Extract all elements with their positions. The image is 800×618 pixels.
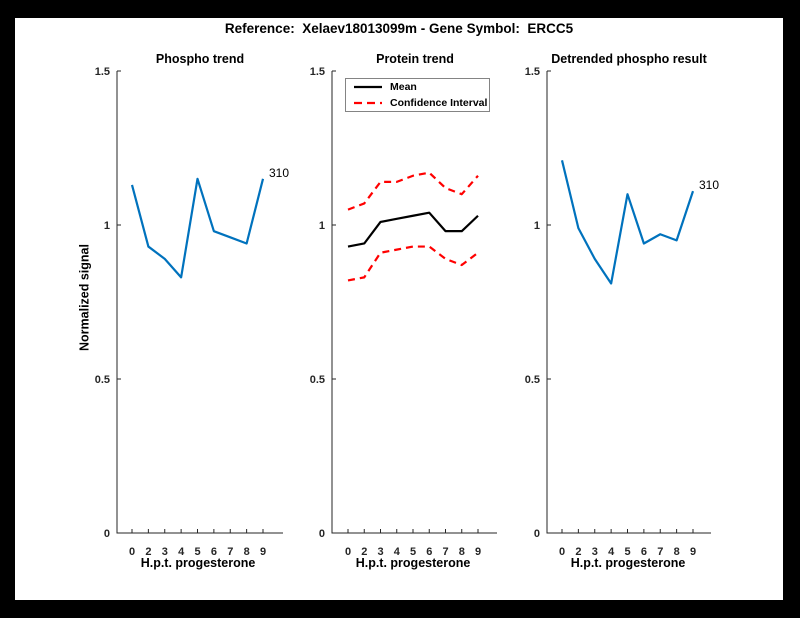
legend-mean-label: Mean [390,81,417,93]
x-axis-label-3: H.p.t. progesterone [570,556,686,570]
x-tick-label: 3 [162,546,168,558]
subplot-1: 00.511.50 2 3 4 5 6 7 8 9 [95,66,283,558]
y-tick-label: 0.5 [95,374,110,386]
x-axis-label-2: H.p.t. progesterone [355,556,471,570]
legend-ci-line-sample [354,101,382,105]
legend-ci-label: Confidence Interval [390,97,488,109]
y-tick-label: 0 [104,528,110,540]
x-tick-label: 8 [674,546,680,558]
x-tick-label: 4 [178,546,185,558]
figure-title: Reference: Xelaev18013099m - Gene Symbol… [224,21,574,36]
legend-entry-mean: Mean [353,80,489,94]
series-end-label-310: 310 [269,165,290,180]
series-line-confidence-interval-upper [347,171,479,211]
legend-entry-confidence-interval: Confidence Interval [353,96,489,110]
series-end-label-310: 310 [699,178,720,193]
x-tick-label: 6 [211,546,217,558]
subplot-title-phospho-trend: Phospho trend [155,52,245,66]
subplot-3: 00.511.50 2 3 4 5 6 7 8 9 [525,66,711,558]
y-axis-label: Normalized signal [77,244,92,351]
y-tick-label: 1.5 [310,66,325,78]
axis-line [546,71,711,534]
x-axis-label-1: H.p.t. progesterone [140,556,256,570]
x-tick-label: 3 [592,546,598,558]
x-tick-label: 0 [345,546,351,558]
axis-line [116,71,283,534]
subplot-title-protein-trend: Protein trend [376,52,454,66]
y-tick-label: 1 [104,220,110,232]
x-tick-label: 4 [608,546,615,558]
plots-svg: 00.511.50 2 3 4 5 6 7 8 900.511.50 2 3 4 5 6 7 8 900.511… [95,66,711,558]
x-tick-label: 5 [624,546,630,558]
x-tick-label: 2 [145,546,151,558]
x-tick-label: 7 [657,546,663,558]
x-tick-label: 0 [559,546,565,558]
y-tick-label: 0.5 [525,374,540,386]
x-tick-label: 6 [426,546,432,558]
x-tick-label: 4 [394,546,401,558]
series-line-310 [130,177,265,279]
x-tick-label: 9 [690,546,696,558]
y-tick-label: 1 [534,220,540,232]
x-tick-label: 7 [227,546,233,558]
x-tick-label: 8 [459,546,465,558]
y-tick-label: 0 [319,528,325,540]
x-tick-label: 8 [244,546,250,558]
x-tick-label: 2 [575,546,581,558]
x-tick-label: 6 [641,546,647,558]
series-line-310 [560,160,695,285]
figure-area: Reference: Xelaev18013099m - Gene Symbol… [15,18,783,600]
series-line-confidence-interval-lower [347,245,479,282]
x-tick-label: 2 [361,546,367,558]
x-tick-label: 3 [377,546,383,558]
x-tick-label: 7 [442,546,448,558]
y-tick-label: 0 [534,528,540,540]
x-tick-label: 9 [260,546,266,558]
y-tick-label: 0.5 [310,374,325,386]
x-tick-label: 5 [194,546,200,558]
y-tick-label: 1.5 [95,66,110,78]
x-tick-label: 9 [475,546,481,558]
y-tick-label: 1 [319,220,325,232]
x-tick-label: 5 [410,546,416,558]
legend-mean-line-sample [354,85,382,89]
x-tick-label: 0 [129,546,135,558]
subplot-title-detrended-phospho-result: Detrended phospho result [551,52,707,66]
axis-line [331,71,497,534]
y-tick-label: 1.5 [525,66,540,78]
series-line-mean [347,211,479,248]
subplot-2: 00.511.50 2 3 4 5 6 7 8 9 [310,66,497,558]
legend-box: Mean Confidence Interval [345,78,490,112]
